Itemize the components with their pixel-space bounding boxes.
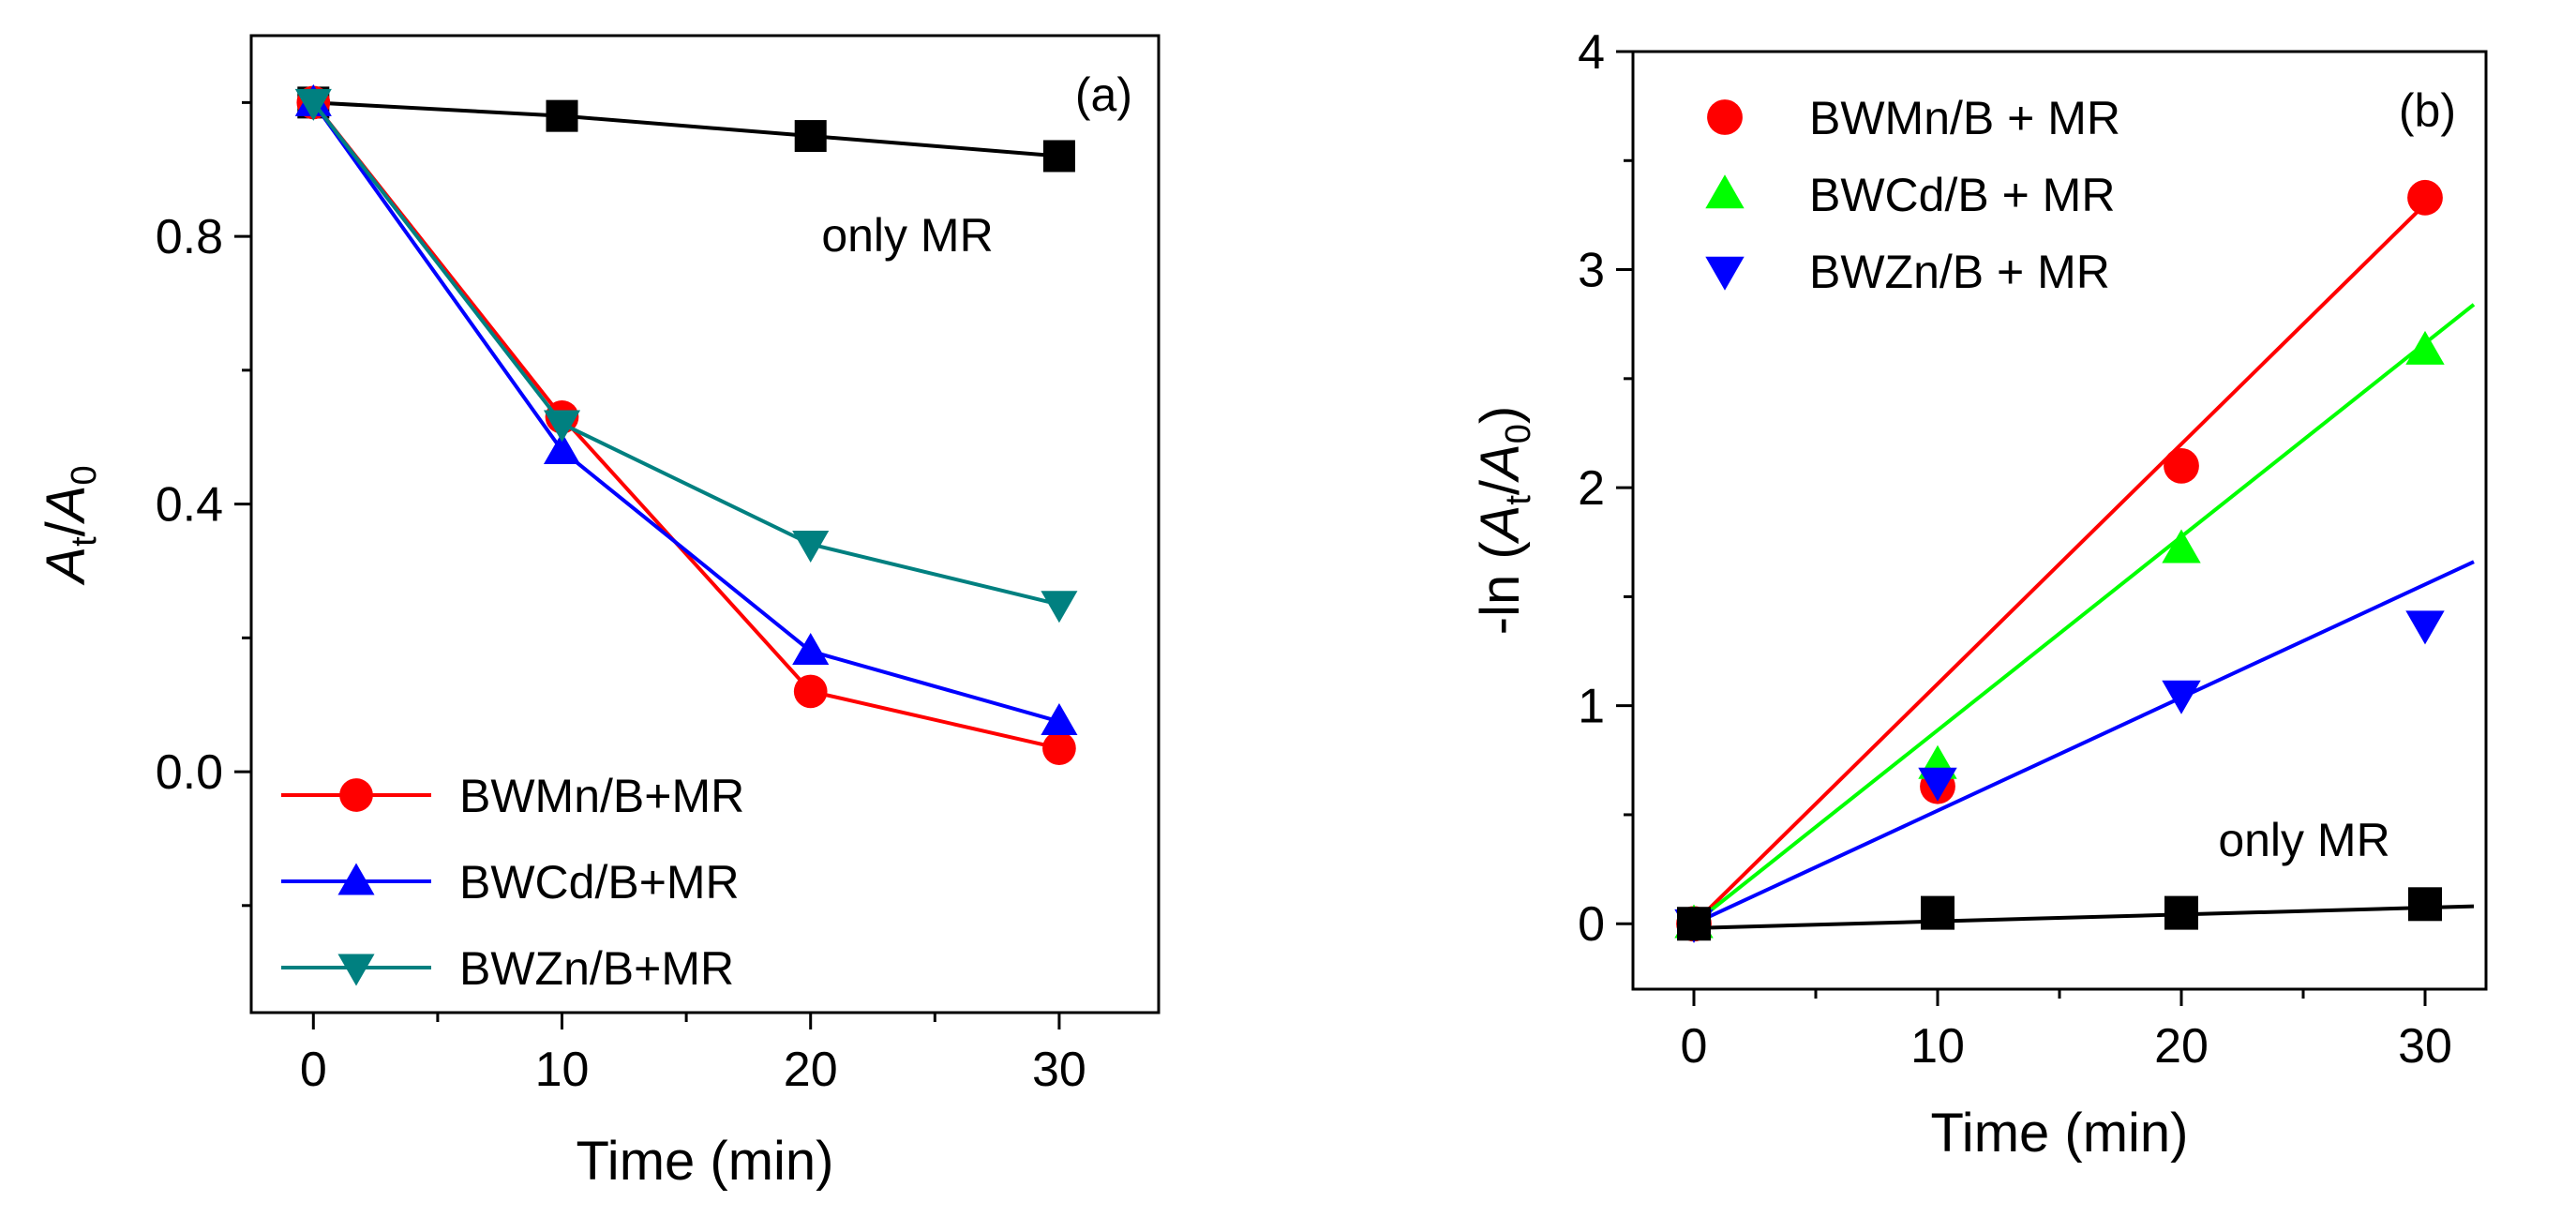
- legend-a: BWMn/B+MR BWCd/B+MR BWZn/B+MR: [281, 770, 744, 995]
- legend-item: BWMn/B + MR: [1707, 92, 2120, 144]
- data-point: [2408, 887, 2442, 922]
- x-tick-label: 20: [2154, 1019, 2209, 1074]
- data-point: [2405, 330, 2445, 365]
- panel-label-b: (b): [2399, 84, 2456, 137]
- series-group-b: [1674, 179, 2476, 943]
- data-point: [1677, 907, 1711, 941]
- legend-marker: [1705, 174, 1745, 209]
- series-line: [311, 101, 1060, 724]
- legend-label: BWMn/B+MR: [459, 770, 744, 822]
- plot-frame-a: [249, 34, 1161, 1014]
- y-axis-title-text: At/A0: [36, 465, 104, 585]
- data-point: [793, 674, 828, 709]
- fit-line: [1693, 904, 2475, 930]
- data-point: [1042, 140, 1075, 173]
- data-point: [794, 120, 827, 153]
- data-point: [1042, 731, 1076, 765]
- data-point: [1041, 591, 1078, 624]
- x-tick-label: 30: [2398, 1019, 2452, 1074]
- data-point: [792, 633, 830, 666]
- series-line: [311, 101, 1060, 751]
- legend-item: BWMn/B+MR: [281, 770, 744, 822]
- legend-marker: [1705, 256, 1745, 291]
- annotation-only-mr-b: only MR: [2218, 814, 2389, 866]
- data-point: [546, 99, 578, 132]
- y-tick-label: 3: [1578, 244, 1605, 298]
- y-tick-label: 1: [1578, 680, 1605, 734]
- y-tick-label: 0.8: [156, 210, 223, 264]
- x-tick-label: 20: [784, 1043, 838, 1097]
- legend-label: BWCd/B+MR: [459, 856, 740, 909]
- legend-item: BWZn/B + MR: [1705, 246, 2110, 298]
- data-point: [2164, 447, 2199, 484]
- data-point: [2164, 895, 2198, 930]
- legend-marker: [1707, 99, 1743, 135]
- fit-line: [1693, 560, 2475, 926]
- series-line: [311, 101, 1060, 607]
- fit-line: [1692, 303, 2476, 925]
- data-point: [792, 530, 830, 563]
- legend-marker: [337, 954, 375, 986]
- legend-item: BWZn/B+MR: [281, 942, 734, 995]
- data-point: [1921, 895, 1954, 930]
- legend-item: BWCd/B+MR: [281, 856, 740, 909]
- y-tick-label: 4: [1578, 25, 1605, 80]
- x-axis-title-a: Time (min): [577, 1131, 834, 1192]
- x-tick-label: 0: [300, 1043, 327, 1097]
- x-axis-title-b: Time (min): [1931, 1103, 2189, 1164]
- data-point: [2162, 680, 2201, 714]
- y-tick-label: 0.0: [156, 745, 223, 800]
- y-tick-label: 0.4: [156, 478, 223, 533]
- fit-line: [1692, 203, 2427, 925]
- ticks-b: 0 10 20 30 0 1 2 3 4: [1578, 25, 2452, 1074]
- data-point: [2405, 610, 2445, 645]
- legend-label: BWZn/B + MR: [1809, 246, 2110, 298]
- y-tick-label: 2: [1578, 461, 1605, 516]
- y-axis-title-text: -ln (At/A0): [1470, 406, 1538, 635]
- x-tick-label: 10: [535, 1043, 590, 1097]
- y-tick-label: 0: [1578, 897, 1605, 952]
- data-point: [2162, 529, 2201, 563]
- x-tick-label: 0: [1681, 1019, 1708, 1074]
- legend-marker: [339, 778, 373, 812]
- chart-panel-b: -ln (At/A0) Time (min) (b) only MR 0 10 20…: [1470, 25, 2488, 1164]
- legend-item: BWCd/B + MR: [1705, 169, 2115, 221]
- legend-marker: [337, 863, 375, 895]
- legend-b: BWMn/B + MR BWCd/B + MR BWZn/B + MR: [1705, 92, 2120, 298]
- legend-label: BWCd/B + MR: [1809, 169, 2115, 221]
- x-tick-label: 10: [1910, 1019, 1965, 1074]
- y-axis-title-b: -ln (At/A0): [1470, 406, 1538, 635]
- series-line: [313, 100, 1060, 158]
- plot-frame-b: [1631, 50, 2488, 991]
- data-point: [543, 410, 581, 443]
- series-group-a: [294, 83, 1078, 765]
- data-point: [2407, 179, 2443, 216]
- data-point: [1041, 702, 1078, 735]
- panel-label-a: (a): [1075, 68, 1132, 121]
- legend-label: BWMn/B + MR: [1809, 92, 2120, 144]
- data-point: [294, 88, 332, 121]
- ticks-a: 0 10 20 30 0.0 0.4 0.8: [156, 100, 1086, 1097]
- series-bwzn-b-mr: [294, 88, 1078, 624]
- annotation-only-mr-a: only MR: [821, 209, 993, 262]
- data-point: [1918, 767, 1957, 802]
- legend-label: BWZn/B+MR: [459, 942, 734, 995]
- chart-panel-a: At/A0 Time (min) (a) only MR 0 10 20 300.00…: [36, 34, 1161, 1192]
- y-axis-title-a: At/A0: [36, 465, 104, 585]
- x-tick-label: 30: [1032, 1043, 1086, 1097]
- data-point: [543, 431, 581, 464]
- series-only-mr: [1677, 887, 2475, 941]
